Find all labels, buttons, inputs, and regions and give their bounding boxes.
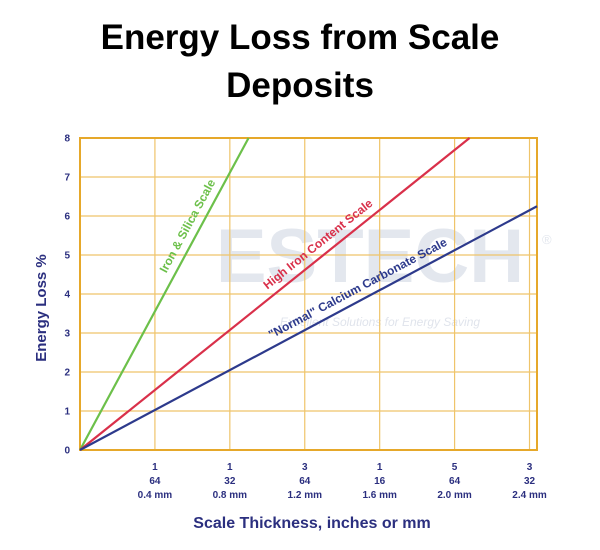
watermark-text: ESTECH: [216, 214, 524, 299]
x-tick-label: 1.2 mm: [288, 490, 323, 501]
x-tick-label: 3: [302, 462, 308, 473]
y-tick-label: 8: [64, 134, 70, 145]
series-line: [79, 205, 538, 451]
x-tick-label: 1.6 mm: [362, 490, 397, 501]
x-tick-label: 1: [377, 462, 383, 473]
x-tick-label: 2.0 mm: [437, 490, 472, 501]
y-tick-label: 6: [64, 212, 70, 223]
chart-title: Energy Loss from Scale Deposits: [100, 18, 500, 105]
plot-border: [79, 137, 538, 451]
x-tick-label: 5: [452, 462, 458, 473]
y-axis-label: Energy Loss %: [33, 254, 50, 362]
x-tick-label: 32: [224, 476, 236, 487]
x-tick-label: 0.4 mm: [138, 490, 173, 501]
y-tick-label: 0: [64, 446, 70, 457]
x-tick-label: 3: [527, 462, 533, 473]
x-tick-label: 64: [299, 476, 311, 487]
x-axis-label: Scale Thickness, inches or mm: [193, 515, 430, 532]
y-tick-label: 1: [64, 407, 70, 418]
x-tick-label: 16: [374, 476, 386, 487]
x-tick-label: 64: [149, 476, 161, 487]
x-tick-label: 1: [152, 462, 158, 473]
series-line: [79, 137, 250, 451]
watermark-mark: ®: [542, 232, 552, 247]
x-tick-label: 64: [449, 476, 461, 487]
y-tick-label: 4: [64, 290, 70, 301]
x-tick-label: 1: [227, 462, 233, 473]
y-tick-label: 2: [64, 368, 70, 379]
series-line: [79, 137, 471, 451]
series-label: Iron & Silica Scale: [157, 177, 219, 275]
y-tick-label: 7: [64, 173, 70, 184]
x-tick-label: 0.8 mm: [213, 490, 248, 501]
x-tick-label: 2.4 mm: [512, 490, 547, 501]
x-tick-label: 32: [524, 476, 536, 487]
y-tick-label: 3: [64, 329, 70, 340]
y-tick-label: 5: [64, 251, 70, 262]
